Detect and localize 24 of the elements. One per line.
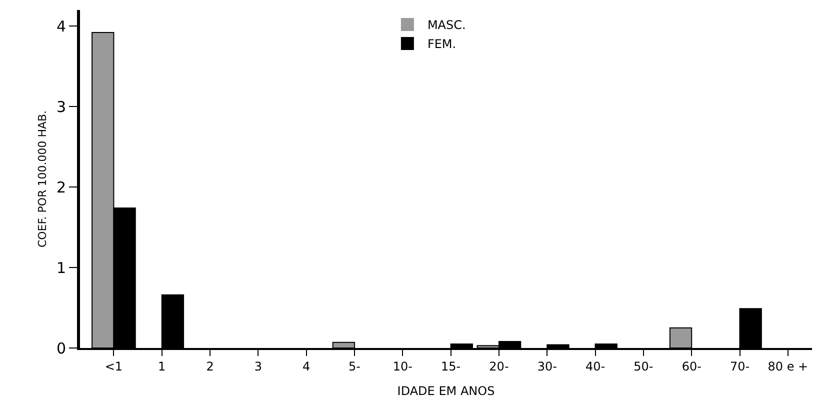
x-tick-label: 15- bbox=[441, 359, 461, 374]
x-tick-label: 3 bbox=[254, 359, 262, 374]
x-tick-label: <1 bbox=[104, 359, 123, 374]
x-tick-label: 50- bbox=[634, 359, 654, 374]
x-tick-label: 30- bbox=[537, 359, 557, 374]
x-tick-label: 20- bbox=[489, 359, 509, 374]
y-tick-label: 3 bbox=[56, 98, 66, 116]
x-tick-label: 60- bbox=[682, 359, 702, 374]
x-tick-label: 80 e + bbox=[768, 359, 808, 374]
legend-label: FEM. bbox=[427, 37, 456, 52]
x-tick-label: 4 bbox=[302, 359, 310, 374]
x-tick-label: 2 bbox=[206, 359, 214, 374]
legend-label: MASC. bbox=[427, 18, 466, 32]
y-tick-label: 2 bbox=[56, 178, 66, 196]
x-tick-label: 10- bbox=[392, 359, 412, 374]
x-tick-label: 5- bbox=[348, 359, 360, 374]
y-axis-title: COEF. POR 100.000 HAB. bbox=[36, 110, 49, 248]
x-tick-label: 40- bbox=[585, 359, 606, 374]
x-tick-label: 70- bbox=[730, 359, 750, 374]
x-axis-title: IDADE EM ANOS bbox=[397, 384, 495, 398]
y-tick-label: 4 bbox=[56, 17, 66, 36]
y-tick-label: 0 bbox=[56, 339, 66, 358]
x-tick-label: 1 bbox=[158, 359, 166, 374]
y-tick-label: 1 bbox=[56, 258, 66, 277]
